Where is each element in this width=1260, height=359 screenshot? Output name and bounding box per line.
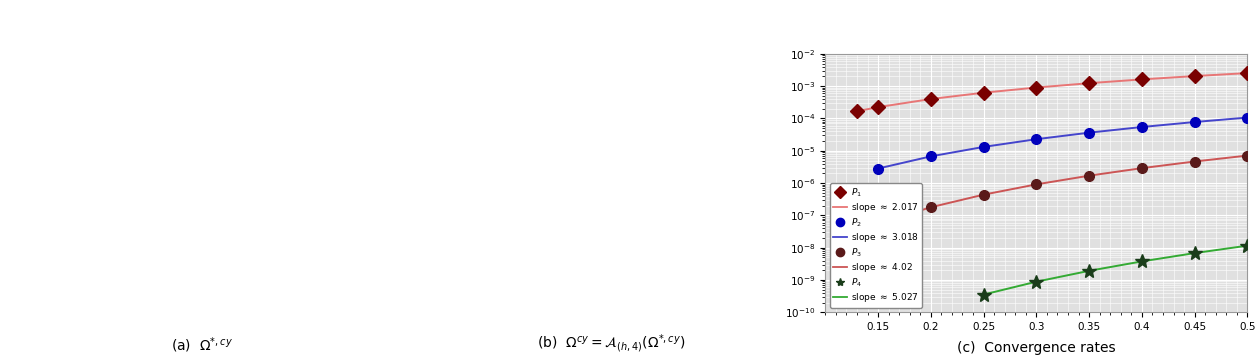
- Text: (c)  Convergence rates: (c) Convergence rates: [958, 341, 1115, 355]
- Legend: $P_1$, slope $\approx$ 2.017, $P_2$, slope $\approx$ 3.018, $P_3$, slope $\appro: $P_1$, slope $\approx$ 2.017, $P_2$, slo…: [830, 183, 922, 308]
- Text: (b)  $\Omega^{cy} = \mathcal{A}_{(h,4)}(\Omega^{*,cy})$: (b) $\Omega^{cy} = \mathcal{A}_{(h,4)}(\…: [537, 333, 685, 355]
- Text: (a)  $\Omega^{*,cy}$: (a) $\Omega^{*,cy}$: [170, 336, 233, 355]
